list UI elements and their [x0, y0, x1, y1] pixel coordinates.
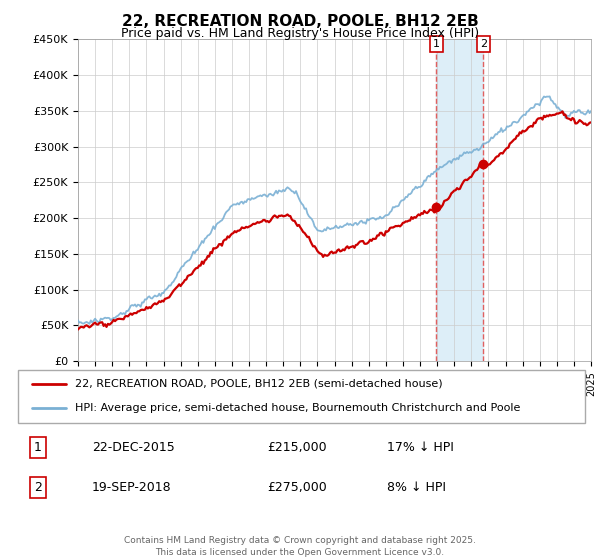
Text: £215,000: £215,000	[268, 441, 327, 454]
Text: £275,000: £275,000	[268, 481, 327, 494]
Text: 1: 1	[433, 39, 440, 49]
Text: 2: 2	[34, 481, 42, 494]
Text: Contains HM Land Registry data © Crown copyright and database right 2025.
This d: Contains HM Land Registry data © Crown c…	[124, 536, 476, 557]
Text: 22-DEC-2015: 22-DEC-2015	[92, 441, 175, 454]
Text: 22, RECREATION ROAD, POOLE, BH12 2EB (semi-detached house): 22, RECREATION ROAD, POOLE, BH12 2EB (se…	[75, 379, 442, 389]
Bar	[436, 39, 484, 361]
Text: 19-SEP-2018: 19-SEP-2018	[92, 481, 172, 494]
Text: 2: 2	[480, 39, 487, 49]
Text: 17% ↓ HPI: 17% ↓ HPI	[386, 441, 454, 454]
Text: 1: 1	[34, 441, 42, 454]
Text: 22, RECREATION ROAD, POOLE, BH12 2EB: 22, RECREATION ROAD, POOLE, BH12 2EB	[122, 14, 478, 29]
Text: 8% ↓ HPI: 8% ↓ HPI	[386, 481, 446, 494]
Text: HPI: Average price, semi-detached house, Bournemouth Christchurch and Poole: HPI: Average price, semi-detached house,…	[75, 403, 520, 413]
Text: Price paid vs. HM Land Registry's House Price Index (HPI): Price paid vs. HM Land Registry's House …	[121, 27, 479, 40]
FancyBboxPatch shape	[18, 370, 585, 423]
